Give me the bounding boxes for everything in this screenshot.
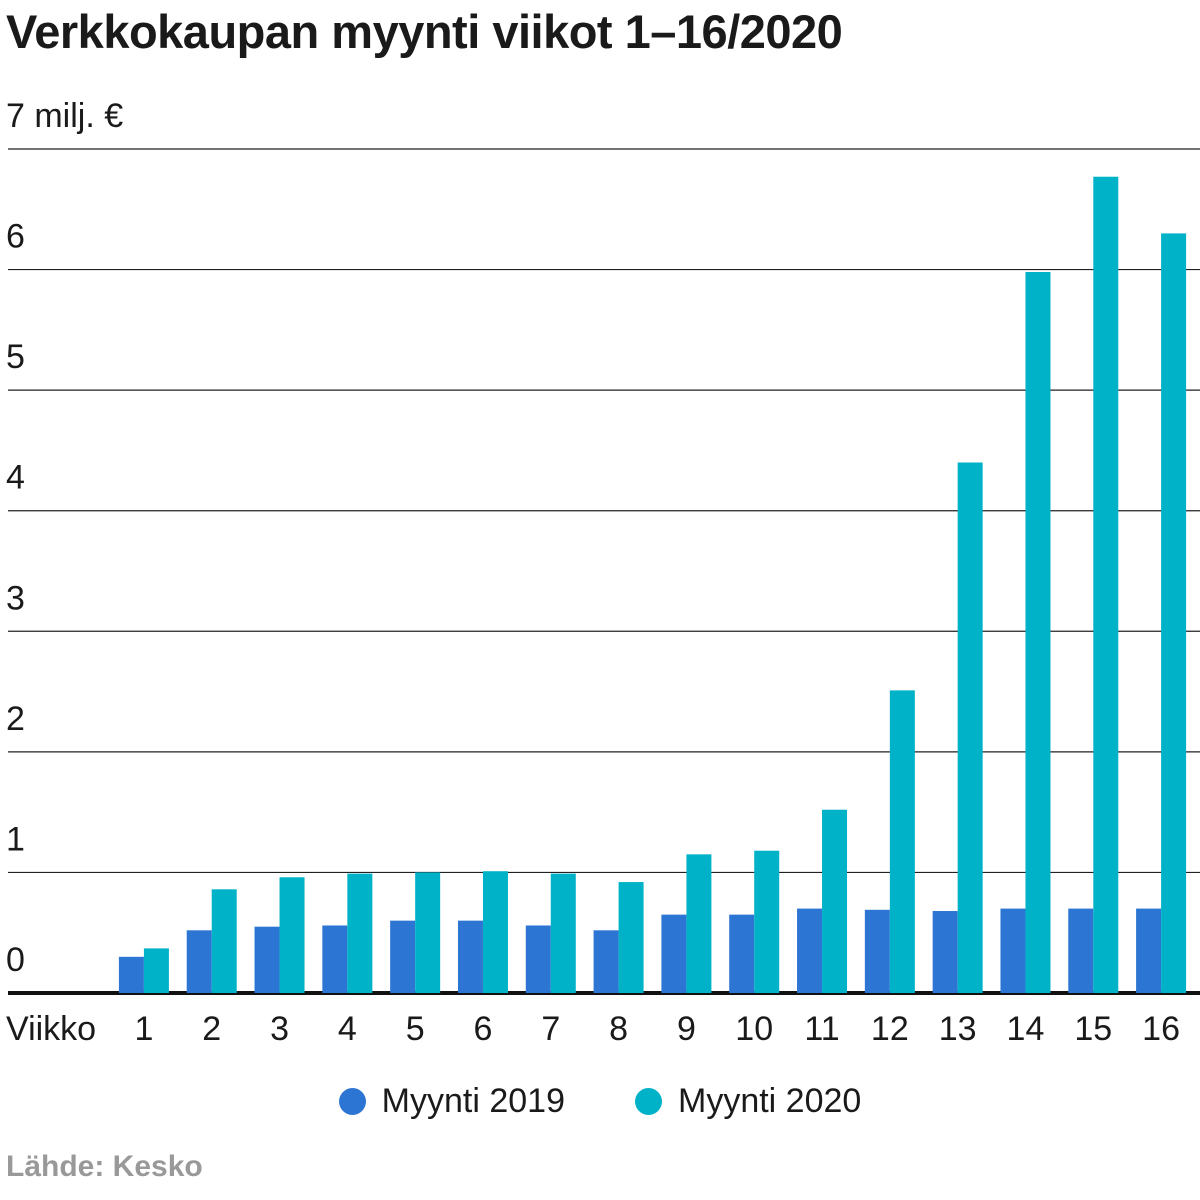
bar-2019-week-9 [661, 914, 687, 993]
bar-2019-week-3 [254, 926, 280, 993]
bar-2020-week-6 [482, 871, 508, 993]
bar-2020-week-12 [889, 690, 915, 993]
bar-2020-week-10 [754, 850, 780, 993]
source-note: Lähde: Kesko [6, 1150, 203, 1183]
legend-item-2020: Myynti 2020 [635, 1082, 861, 1121]
x-tick-label-15: 15 [1074, 1010, 1112, 1048]
x-axis-label: Viikko [6, 1010, 96, 1048]
legend: Myynti 2019 Myynti 2020 [0, 1082, 1200, 1121]
bar-2019-week-13 [932, 911, 958, 993]
y-tick-label-2: 2 [6, 700, 25, 738]
bar-2020-week-15 [1093, 176, 1119, 993]
bar-2019-week-15 [1068, 908, 1094, 993]
x-tick-label-11: 11 [804, 1010, 839, 1048]
y-tick-label-5: 5 [6, 338, 25, 376]
x-tick-label-7: 7 [541, 1010, 560, 1048]
bar-2020-week-9 [686, 854, 712, 993]
bar-2019-week-8 [593, 930, 619, 993]
legend-label-2019: Myynti 2019 [381, 1082, 565, 1120]
bar-2020-week-8 [618, 882, 644, 993]
y-tick-label-6: 6 [6, 218, 25, 256]
bar-2019-week-11 [797, 908, 823, 993]
bar-2020-week-14 [1025, 271, 1051, 993]
bars [118, 176, 1187, 993]
x-tick-label-9: 9 [677, 1010, 696, 1048]
x-tick-label-1: 1 [134, 1010, 153, 1048]
x-tick-label-4: 4 [338, 1010, 357, 1048]
x-tick-label-13: 13 [939, 1010, 977, 1048]
bar-2020-week-1 [143, 948, 169, 993]
bar-2020-week-13 [957, 462, 983, 993]
bar-2020-week-11 [822, 809, 848, 993]
legend-swatch-2019 [338, 1088, 366, 1115]
x-tick-label-5: 5 [406, 1010, 425, 1048]
bar-2020-week-4 [347, 873, 373, 993]
bar-2020-week-7 [550, 873, 576, 993]
x-tick-label-14: 14 [1007, 1010, 1045, 1048]
y-tick-label-4: 4 [6, 459, 25, 497]
bar-2019-week-2 [186, 930, 212, 993]
x-tick-label-10: 10 [735, 1010, 773, 1048]
bar-2020-week-3 [279, 877, 305, 993]
bar-2019-week-1 [118, 956, 144, 993]
x-tick-label-16: 16 [1142, 1010, 1180, 1048]
bar-2019-week-4 [322, 925, 348, 993]
bar-2019-week-5 [390, 920, 416, 993]
y-tick-label-top: 7 milj. € [6, 97, 123, 135]
x-tick-label-2: 2 [202, 1010, 221, 1048]
x-tick-label-12: 12 [871, 1010, 909, 1048]
x-tick-label-3: 3 [270, 1010, 289, 1048]
legend-item-2019: Myynti 2019 [338, 1082, 565, 1121]
bar-2020-week-2 [211, 889, 237, 993]
y-tick-label-0: 0 [6, 941, 25, 979]
bar-2020-week-5 [415, 872, 441, 993]
legend-swatch-2020 [635, 1088, 662, 1115]
bar-2019-week-16 [1136, 908, 1162, 993]
x-tick-label-6: 6 [474, 1010, 493, 1048]
x-tick-label-8: 8 [609, 1010, 628, 1048]
bar-2020-week-16 [1161, 233, 1187, 993]
y-tick-label-3: 3 [6, 579, 25, 617]
bar-2019-week-14 [1000, 908, 1026, 993]
legend-label-2020: Myynti 2020 [678, 1082, 862, 1120]
bar-2019-week-7 [525, 925, 551, 993]
bar-2019-week-12 [864, 909, 890, 993]
chart-title: Verkkokaupan myynti viikot 1–16/2020 [6, 5, 843, 58]
bar-2019-week-10 [729, 914, 755, 993]
bar-2019-week-6 [457, 920, 483, 993]
gridlines [8, 148, 1200, 995]
y-tick-label-1: 1 [6, 820, 25, 858]
